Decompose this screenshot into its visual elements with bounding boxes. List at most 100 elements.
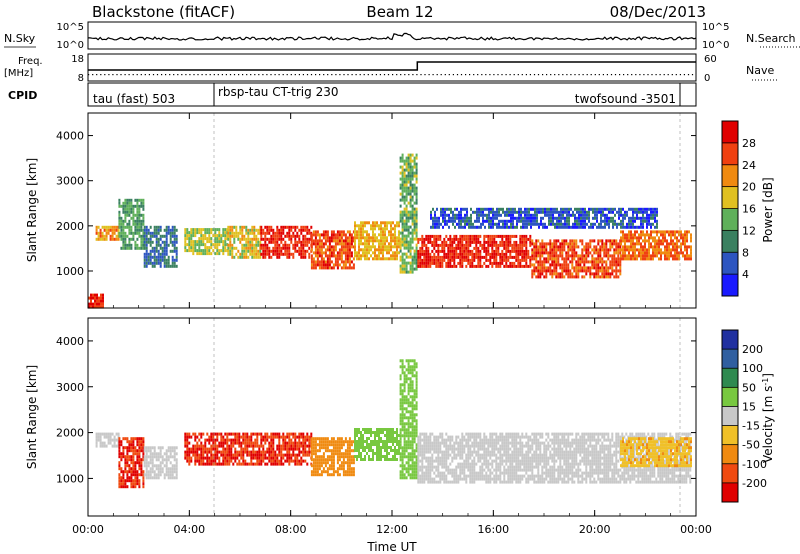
- range-gate-cell: [151, 249, 154, 253]
- range-gate-cell: [97, 237, 100, 241]
- range-gate-cell: [384, 236, 386, 240]
- range-gate-cell: [90, 302, 92, 306]
- range-gate-cell: [302, 243, 305, 247]
- range-gate-cell: [118, 443, 121, 447]
- range-gate-cell: [445, 255, 448, 259]
- range-gate-cell: [585, 245, 588, 249]
- range-gate-cell: [222, 450, 225, 454]
- range-gate-cell: [503, 240, 506, 244]
- range-gate-cell: [398, 221, 400, 225]
- range-gate-cell: [682, 236, 684, 240]
- range-gate-cell: [328, 449, 331, 453]
- range-gate-cell: [575, 269, 578, 273]
- range-gate-cell: [256, 453, 259, 457]
- range-gate-cell: [431, 258, 434, 262]
- range-gate-cell: [668, 242, 670, 246]
- range-gate-cell: [208, 438, 211, 442]
- range-gate-cell: [443, 246, 446, 250]
- range-gate-cell: [476, 210, 478, 214]
- range-gate-cell: [200, 459, 203, 463]
- range-gate-cell: [288, 435, 291, 439]
- range-gate-cell: [101, 225, 104, 229]
- range-gate-cell: [488, 216, 490, 220]
- range-gate-cell: [175, 228, 178, 232]
- range-gate-cell: [413, 201, 416, 205]
- range-gate-cell: [380, 224, 382, 228]
- range-gate-cell: [563, 269, 566, 273]
- range-gate-cell: [640, 251, 642, 255]
- range-gate-cell: [122, 482, 125, 486]
- range-gate-cell: [190, 456, 193, 460]
- range-gate-cell: [580, 210, 582, 214]
- range-gate-cell: [575, 263, 578, 267]
- range-gate-cell: [316, 245, 319, 249]
- range-gate-cell: [599, 275, 602, 279]
- range-gate-cell: [425, 246, 428, 250]
- range-gate-cell: [524, 210, 526, 214]
- range-gate-cell: [674, 230, 676, 234]
- range-gate-cell: [122, 246, 125, 250]
- range-gate-cell: [340, 437, 343, 441]
- range-gate-cell: [439, 264, 442, 268]
- range-gate-cell: [449, 252, 452, 256]
- range-gate-cell: [143, 264, 146, 268]
- range-gate-cell: [575, 239, 578, 243]
- range-gate-cell: [99, 231, 102, 235]
- range-gate-cell: [443, 252, 446, 256]
- range-gate-cell: [190, 228, 193, 232]
- range-gate-cell: [190, 243, 193, 247]
- range-gate-cell: [208, 249, 211, 253]
- range-gate-cell: [366, 443, 368, 446]
- range-gate-cell: [214, 450, 217, 454]
- range-gate-cell: [463, 258, 466, 262]
- range-gate-cell: [255, 252, 258, 256]
- range-gate-cell: [437, 252, 440, 256]
- nave-dot: [521, 74, 523, 76]
- range-gate-cell: [504, 225, 506, 229]
- range-gate-cell: [413, 222, 416, 226]
- range-gate-cell: [488, 210, 490, 214]
- range-gate-cell: [444, 216, 446, 220]
- range-gate-cell: [431, 249, 434, 253]
- range-gate-cell: [364, 242, 366, 246]
- range-gate-cell: [316, 449, 319, 453]
- range-gate-cell: [278, 435, 281, 439]
- range-gate-cell: [229, 246, 232, 250]
- range-gate-cell: [243, 237, 246, 241]
- range-gate-cell: [344, 263, 347, 267]
- range-gate-cell: [578, 210, 580, 214]
- range-gate-cell: [188, 459, 191, 463]
- range-gate-cell: [668, 251, 670, 255]
- range-gate-cell: [461, 264, 464, 268]
- range-gate-cell: [302, 228, 305, 232]
- range-gate-cell: [652, 248, 654, 252]
- range-gate-cell: [442, 225, 444, 229]
- range-gate-cell: [312, 473, 315, 477]
- range-gate-cell: [650, 210, 652, 214]
- range-gate-cell: [589, 260, 592, 264]
- range-gate-cell: [250, 441, 253, 445]
- range-gate-cell: [138, 204, 141, 208]
- nave-dot: [619, 74, 621, 76]
- range-gate-cell: [206, 447, 209, 451]
- range-gate-cell: [206, 249, 209, 253]
- range-gate-cell: [136, 461, 139, 465]
- range-gate-cell: [244, 438, 247, 442]
- range-gate-cell: [561, 266, 564, 270]
- range-gate-cell: [415, 237, 418, 241]
- range-gate-cell: [517, 249, 520, 253]
- range-gate-cell: [113, 444, 116, 448]
- range-gate-cell: [411, 222, 414, 226]
- range-gate-cell: [229, 231, 232, 235]
- range-gate-cell: [516, 222, 518, 226]
- range-gate-cell: [192, 228, 195, 232]
- range-gate-cell: [608, 222, 610, 226]
- range-gate-cell: [561, 275, 564, 279]
- range-gate-cell: [292, 225, 295, 229]
- nave-label: Nave: [746, 64, 774, 77]
- range-gate-cell: [136, 225, 139, 229]
- range-gate-cell: [538, 210, 540, 214]
- range-gate-cell: [288, 225, 291, 229]
- range-gate-cell: [517, 246, 520, 250]
- range-gate-cell: [328, 236, 331, 240]
